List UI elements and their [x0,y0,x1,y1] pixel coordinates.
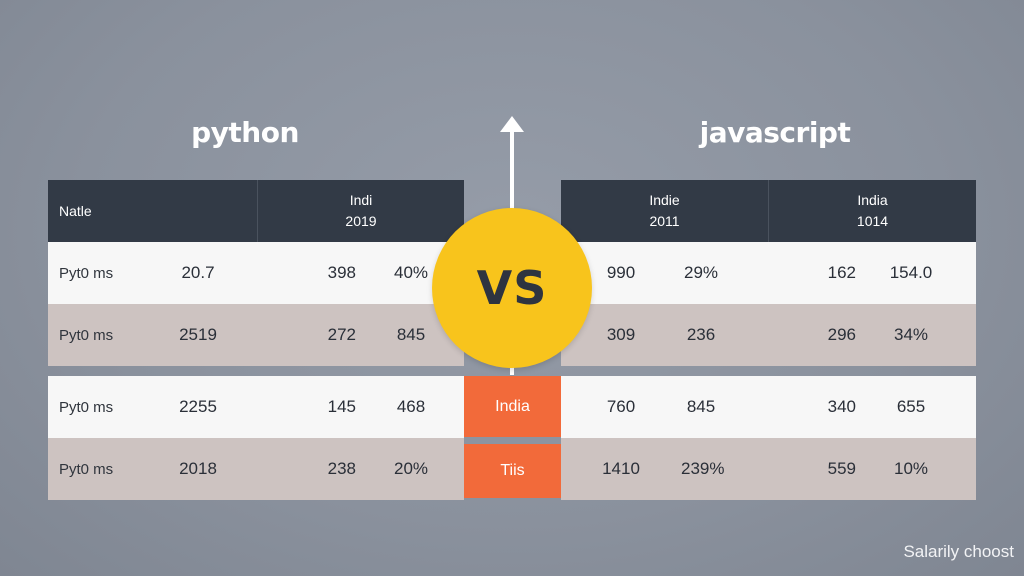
header-label: Indi [349,192,373,208]
cell: 760 [606,397,636,416]
table-row: Pyt0 ms 2519 272 845 [48,304,464,366]
cell: 20.7 [181,263,215,282]
cell: 10% [893,459,929,478]
header-cell-name: Natle [48,180,257,242]
cell: 272 [327,325,356,344]
header-label: Indie [649,192,680,208]
table-row: 760 845 340 655 [561,376,976,438]
cell: 2255 [179,397,217,416]
cell: 398 [327,263,356,282]
watermark-text: Salarily choost [903,542,1014,561]
cell: 154.0 [889,263,933,282]
javascript-table: Indie 2011 India 1014 990 29% 162 154.0 … [561,180,976,500]
header-cell-india-1014: India 1014 [768,180,976,242]
table-row: Pyt0 ms 20.7 398 40% [48,242,464,304]
up-arrow-icon [500,116,524,132]
cell: 309 [606,325,636,344]
javascript-title: javascript [699,116,851,149]
cell: 29% [683,263,719,282]
cell: 845 [686,397,716,416]
cell: 655 [896,397,926,416]
row-name: Pyt0 ms [59,460,114,478]
cell: 468 [396,397,426,416]
cell: 1410 [602,459,640,478]
row-name: Pyt0 ms [59,326,114,344]
cell: 40% [393,263,429,282]
cell: 845 [396,325,426,344]
header-cell-india-2011: Indie 2011 [561,180,768,242]
cell: 236 [686,325,716,344]
cell: 340 [827,397,856,416]
javascript-table-header: Indie 2011 India 1014 [561,180,976,242]
center-orange-cell-tiis: Tiis [464,444,561,498]
cell: 990 [606,263,636,282]
python-title: python [191,116,299,149]
table-row: 1410 239% 559 10% [561,438,976,500]
header-year: 2019 [345,213,377,229]
python-table: Natle Indi 2019 Pyt0 ms 20.7 398 40% Pyt… [48,180,464,500]
cell: 162 [827,263,856,282]
cell: 2018 [179,459,217,478]
python-table-header: Natle Indi 2019 [48,180,464,242]
row-name: Pyt0 ms [59,398,114,416]
cell: 2519 [179,325,217,344]
header-label: India [857,192,888,208]
header-cell-india: Indi 2019 [257,180,464,242]
header-year: 2011 [649,213,680,229]
cell: 239% [681,459,725,478]
table-row: 990 29% 162 154.0 [561,242,976,304]
table-row: Pyt0 ms 2255 145 468 [48,376,464,438]
header-label: Natle [59,202,92,219]
center-orange-cell-india: India [464,376,561,437]
vs-badge: VS [432,208,592,368]
vs-label: VS [476,261,548,315]
cell: 238 [327,459,356,478]
cell: 296 [827,325,856,344]
cell: 34% [893,325,929,344]
row-name: Pyt0 ms [59,264,114,282]
table-row: 309 236 296 34% [561,304,976,366]
cell: 145 [327,397,356,416]
header-year: 1014 [856,213,889,229]
cell: 559 [827,459,856,478]
cell: 20% [393,459,429,478]
table-row: Pyt0 ms 2018 238 20% [48,438,464,500]
